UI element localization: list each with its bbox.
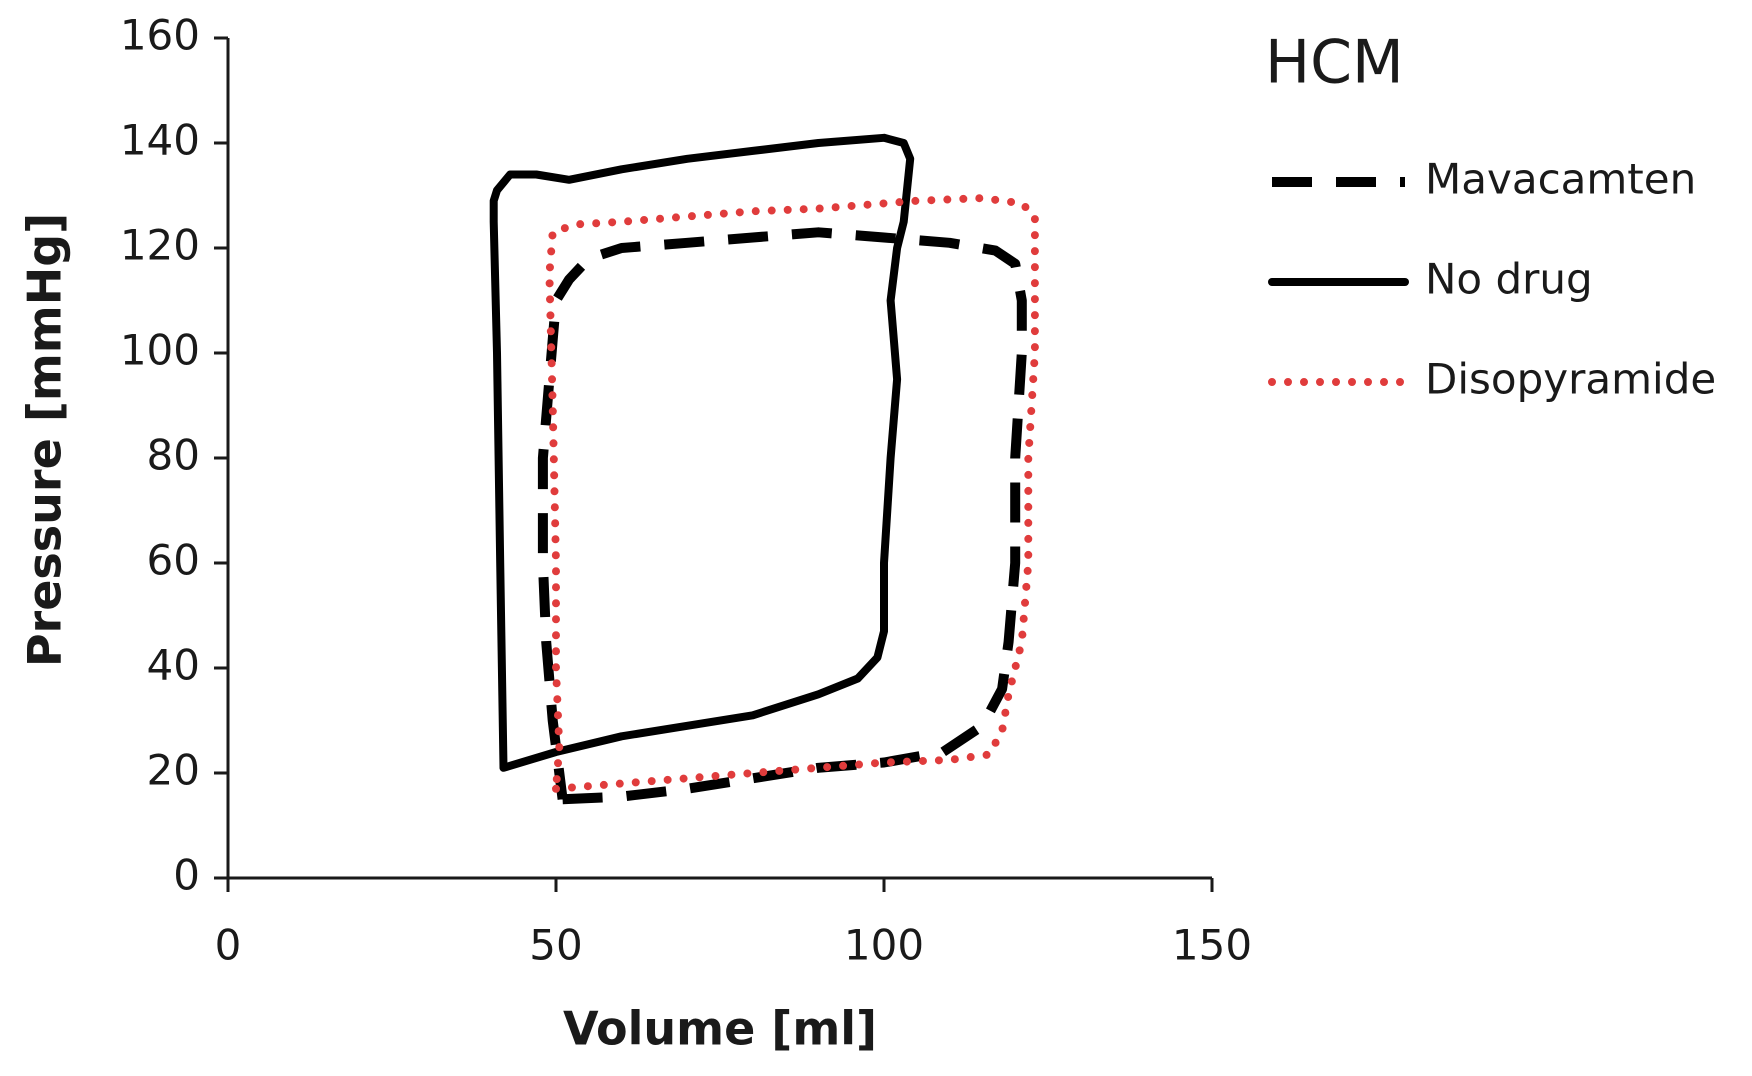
y-tick-label: 100 xyxy=(120,326,200,375)
legend-title: HCM xyxy=(1265,28,1404,98)
y-tick-label: 40 xyxy=(147,641,200,690)
y-tick-label: 120 xyxy=(120,221,200,270)
series-line xyxy=(545,194,1039,793)
y-tick-label: 140 xyxy=(120,116,200,165)
x-tick-label: 150 xyxy=(1172,921,1252,970)
x-axis-label: Volume [ml] xyxy=(563,1002,877,1056)
legend-label: No drug xyxy=(1425,255,1593,304)
x-tick-label: 50 xyxy=(529,921,582,970)
y-tick-label: 80 xyxy=(147,431,200,480)
series-line xyxy=(489,133,915,772)
legend-label: Mavacamten xyxy=(1425,155,1696,204)
y-tick-label: 60 xyxy=(147,536,200,585)
x-tick-label: 100 xyxy=(844,921,924,970)
x-tick-label: 0 xyxy=(215,921,242,970)
series-line xyxy=(537,227,1027,805)
y-tick-label: 0 xyxy=(173,851,200,900)
y-tick-label: 160 xyxy=(120,11,200,60)
y-axis-label: Pressure [mmHg] xyxy=(18,213,72,667)
legend-label: Disopyramide xyxy=(1425,355,1716,404)
y-tick-label: 20 xyxy=(147,746,200,795)
